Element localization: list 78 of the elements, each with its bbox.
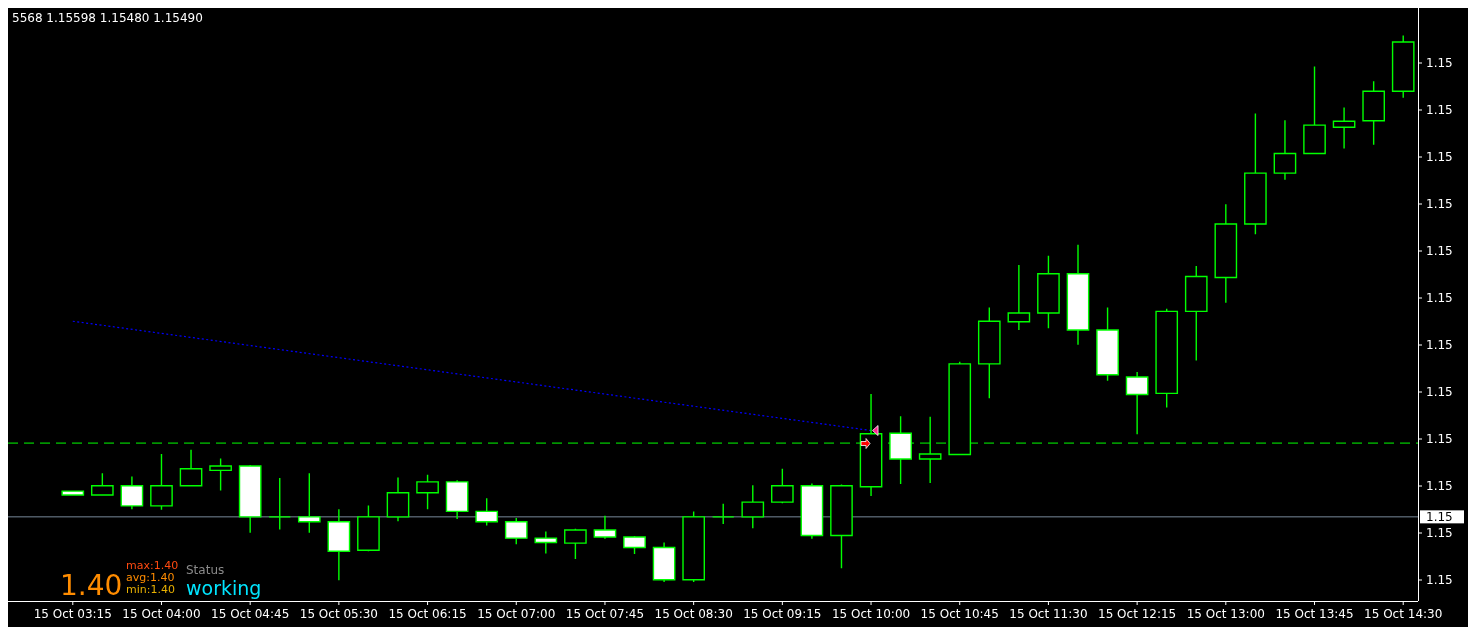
text: 1.15 [1426, 103, 1453, 118]
text: min:1.40 [126, 583, 175, 596]
candlestick [830, 483, 853, 569]
x-tick-label: 15 Oct 13:00 [1186, 607, 1265, 621]
candlestick [1096, 306, 1119, 382]
candlestick [623, 535, 646, 555]
candlestick [593, 515, 617, 540]
candlestick [1155, 307, 1179, 409]
annotation: avg:1.40 [126, 571, 175, 584]
candlestick [1184, 265, 1208, 362]
text: 1.15 [1426, 338, 1453, 353]
candlestick [209, 457, 232, 492]
candlestick [1362, 80, 1385, 146]
x-tick-label: 15 Oct 03:15 [33, 607, 112, 621]
candlestick [534, 530, 558, 555]
candlestick [741, 484, 765, 530]
candlestick [179, 448, 203, 487]
candlestick [1037, 254, 1060, 330]
x-tick-label: 15 Oct 05:30 [299, 607, 378, 621]
annotation: Status [186, 563, 225, 577]
text: 1.15 [1426, 150, 1453, 165]
annotation: 1.40 [60, 569, 123, 602]
x-tick-label: 15 Oct 08:30 [654, 607, 733, 621]
text: 1.15 [1426, 526, 1453, 541]
candlestick [1303, 65, 1326, 155]
x-tick-label: 15 Oct 07:00 [477, 607, 556, 621]
candlestick [386, 476, 410, 522]
text: 1.15 [1426, 479, 1453, 494]
candlestick [297, 472, 321, 534]
candlestick [652, 541, 676, 583]
text: 1.15 [1426, 244, 1453, 259]
x-tick-label: 15 Oct 12:15 [1098, 607, 1177, 621]
candlestick [238, 464, 262, 534]
text: 1.15 [1426, 432, 1453, 447]
annotation: working [186, 577, 262, 599]
text: 1.15 [1426, 385, 1453, 400]
text: 1.15 [1426, 56, 1453, 71]
candlestick [91, 472, 114, 497]
text: 1.15 [1426, 510, 1453, 525]
candlestick [1273, 119, 1297, 181]
candlestick [1007, 264, 1031, 331]
candlestick [771, 468, 794, 504]
candlestick [120, 475, 144, 510]
candlestick [1391, 34, 1415, 99]
x-tick-label: 15 Oct 11:30 [1009, 607, 1088, 621]
candlestick [61, 490, 85, 496]
x-tick-label: 15 Oct 09:15 [743, 607, 822, 621]
candlestick [800, 482, 824, 540]
candlestick [475, 497, 499, 527]
candlestick [1244, 112, 1267, 236]
candlestick [1125, 371, 1149, 436]
candlestick [977, 306, 1001, 399]
x-tick-label: 15 Oct 07:45 [565, 607, 645, 621]
x-tick-label: 15 Oct 04:00 [122, 607, 201, 621]
candlestick [504, 517, 528, 545]
candlestick [682, 510, 705, 583]
candlestick [564, 528, 587, 560]
candlestick [327, 508, 351, 581]
candlestick [357, 504, 380, 552]
x-tick-label: 15 Oct 10:45 [920, 607, 999, 621]
chart-title: 5568 1.15598 1.15480 1.15490 [12, 11, 203, 25]
x-tick-label: 15 Oct 13:45 [1275, 607, 1354, 621]
text: 1.15 [1426, 197, 1453, 212]
candlestick [1066, 244, 1090, 346]
candlestick [268, 477, 292, 531]
candlestick [150, 453, 173, 511]
x-tick-label: 15 Oct 04:45 [211, 607, 290, 621]
candlestick [445, 479, 469, 520]
text: 1.15 [1426, 291, 1453, 306]
candlestick [711, 503, 735, 525]
x-tick-label: 15 Oct 10:00 [831, 607, 911, 621]
x-tick-label: 15 Oct 14:30 [1364, 607, 1443, 621]
candlestick [1332, 106, 1356, 150]
text: 1.15 [1426, 573, 1453, 588]
annotation: max:1.40 [126, 559, 179, 572]
candlestick [416, 474, 439, 510]
x-tick-label: 15 Oct 06:15 [388, 607, 467, 621]
candlestick [1214, 203, 1238, 304]
